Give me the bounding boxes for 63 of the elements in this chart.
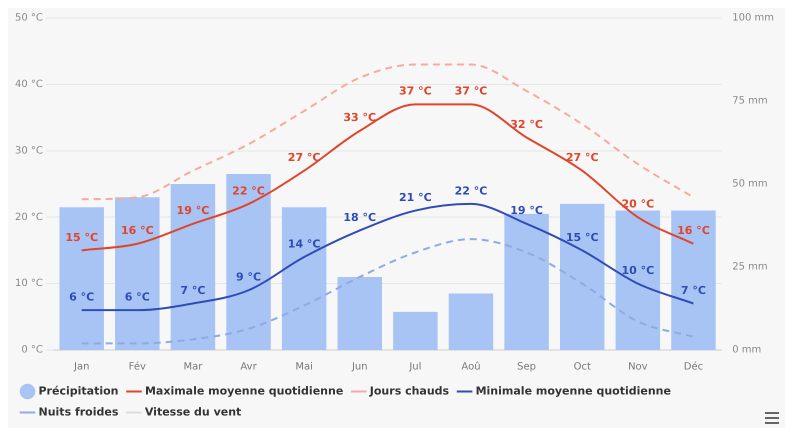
- data-label: 9 °C: [236, 270, 262, 284]
- bar: [448, 294, 494, 350]
- data-label: 33 °C: [343, 111, 376, 124]
- y-tick-label: 30 °C: [14, 145, 43, 156]
- data-label: 21 °C: [399, 190, 432, 204]
- y-tick-label: 40 °C: [14, 78, 43, 90]
- data-label: 15 °C: [566, 230, 599, 244]
- x-tick-label: Avr: [240, 362, 258, 373]
- data-label: 19 °C: [176, 204, 210, 218]
- legend-label: Minimale moyenne quotidienne: [476, 384, 671, 398]
- data-label: 7 °C: [680, 284, 706, 297]
- bar: [170, 184, 216, 350]
- y2-tick-label: 100 mm: [732, 12, 774, 24]
- y2-tick-label: 50 mm: [732, 178, 768, 190]
- line-series: [80, 103, 694, 252]
- bar: [282, 207, 326, 350]
- legend-label: Jours chauds: [368, 384, 450, 398]
- data-label: 14 °C: [288, 237, 321, 250]
- x-tick-label: Sep: [517, 362, 536, 373]
- y-tick-label: 0 °C: [21, 344, 43, 356]
- x-tick-label: Jul: [408, 362, 422, 373]
- bar: [115, 197, 160, 350]
- data-label: 22 °C: [454, 184, 488, 198]
- data-label: 18 °C: [343, 210, 376, 224]
- y2-tick-label: 0 mm: [732, 344, 762, 356]
- bar: [226, 174, 271, 350]
- data-label: 22 °C: [232, 184, 265, 198]
- data-label: 19 °C: [510, 204, 543, 218]
- bar: [504, 214, 549, 350]
- x-tick-label: Aoû: [461, 362, 481, 373]
- x-tick-label: Fév: [128, 362, 146, 373]
- data-label: 16 °C: [677, 224, 710, 238]
- data-label: 16 °C: [120, 224, 154, 238]
- data-label: 6 °C: [69, 290, 94, 304]
- data-label: 6 °C: [124, 290, 150, 304]
- bar: [338, 276, 382, 350]
- bar: [560, 204, 604, 350]
- legend-label: Nuits froides: [38, 405, 119, 418]
- bar: [393, 312, 438, 350]
- data-label: 37 °C: [399, 84, 432, 98]
- x-tick-label: Oct: [574, 362, 591, 373]
- x-tick-label: Mar: [183, 362, 204, 373]
- data-label: 7 °C: [180, 284, 206, 297]
- x-tick-label: Mai: [295, 362, 313, 373]
- x-tick-label: Jan: [72, 362, 90, 373]
- y-tick-label: 50 °C: [14, 12, 43, 24]
- legend-label: Précipitation: [38, 384, 118, 398]
- legend-label: Maximale moyenne quotidienne: [144, 384, 344, 398]
- bar: [59, 207, 104, 350]
- data-label: 10 °C: [621, 264, 654, 277]
- bar: [671, 210, 716, 350]
- data-label: 27 °C: [566, 151, 599, 164]
- y2-tick-label: 25 mm: [732, 262, 768, 273]
- data-label: 37 °C: [454, 84, 488, 98]
- x-tick-label: Déc: [684, 362, 704, 373]
- data-label: 15 °C: [65, 230, 98, 244]
- y2-tick-label: 75 mm: [732, 96, 768, 107]
- bar: [616, 210, 660, 350]
- legend-label: Vitesse du vent: [144, 405, 242, 418]
- x-tick-label: Nov: [628, 362, 648, 373]
- y-tick-label: 20 °C: [14, 212, 43, 223]
- y-tick-label: 10 °C: [14, 278, 43, 290]
- x-tick-label: Jun: [350, 362, 368, 373]
